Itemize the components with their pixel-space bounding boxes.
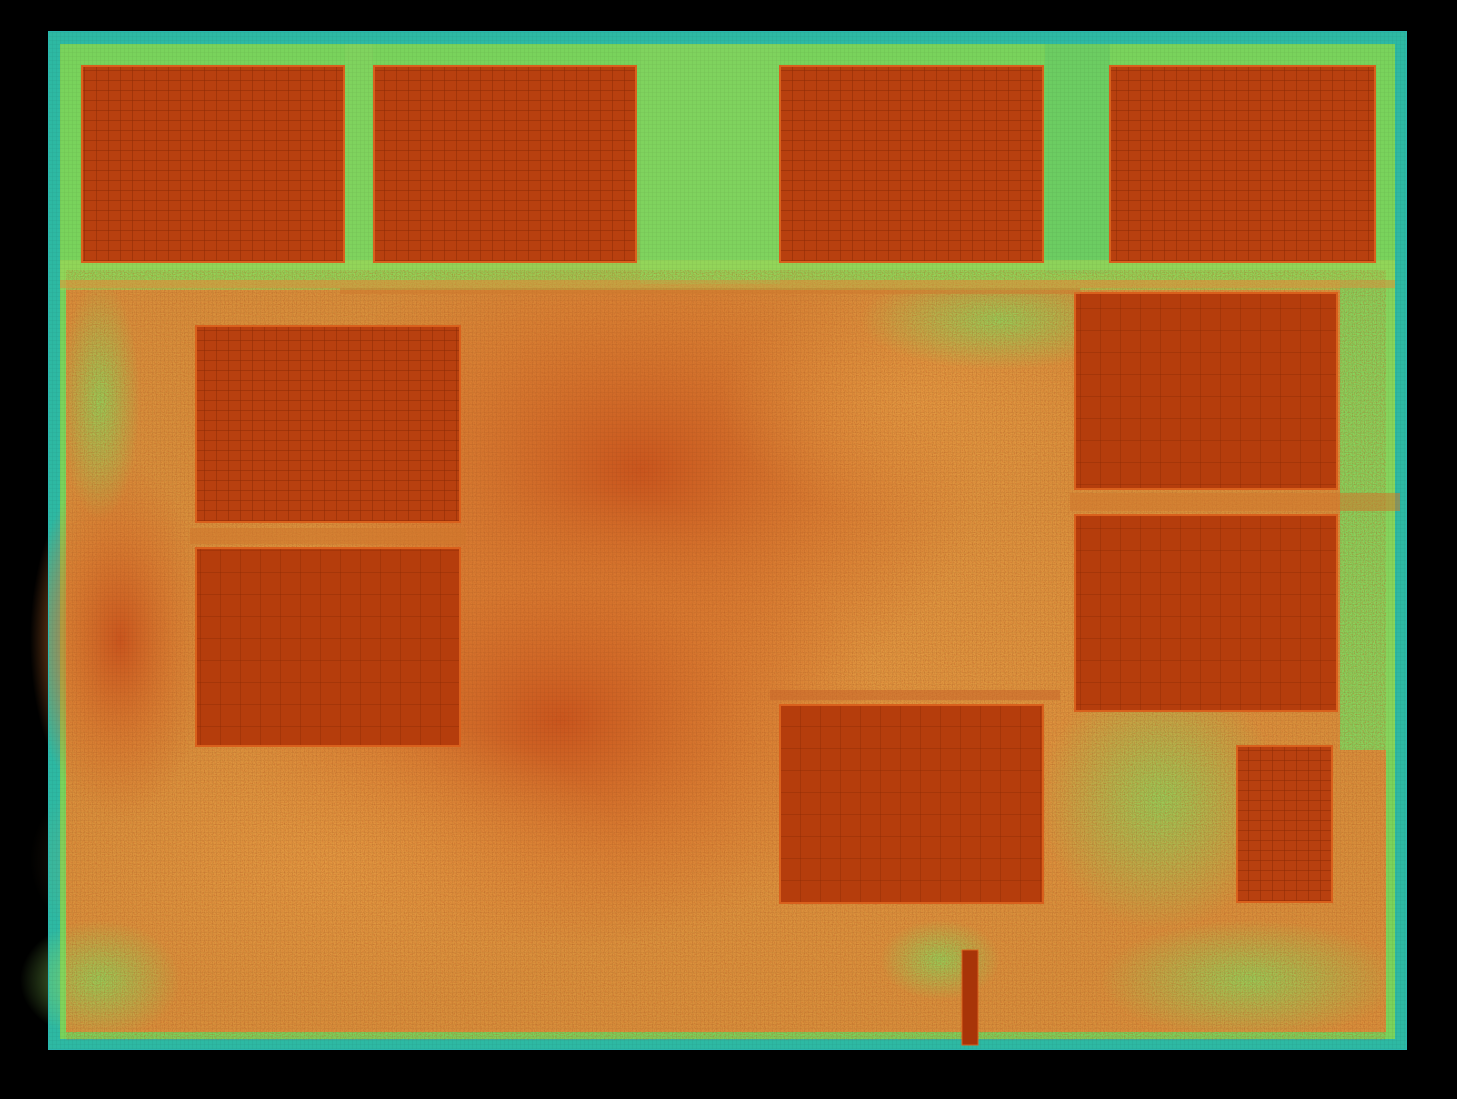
macro-block-1[interactable]: [81, 65, 345, 263]
macro-block-4[interactable]: [1109, 65, 1376, 263]
macro-block-6[interactable]: [195, 547, 461, 747]
macro-block-2[interactable]: [373, 65, 637, 263]
macro-block-3[interactable]: [779, 65, 1044, 263]
routing-channels: [60, 280, 1400, 700]
macro-block-7[interactable]: [1074, 292, 1338, 490]
macro-block-8[interactable]: [1074, 514, 1338, 712]
macro-block-11[interactable]: [961, 949, 979, 1046]
macro-blocks: [81, 65, 1376, 1046]
macro-block-9[interactable]: [779, 704, 1044, 904]
macro-block-10[interactable]: [1236, 745, 1333, 903]
macro-block-5[interactable]: [195, 325, 461, 523]
